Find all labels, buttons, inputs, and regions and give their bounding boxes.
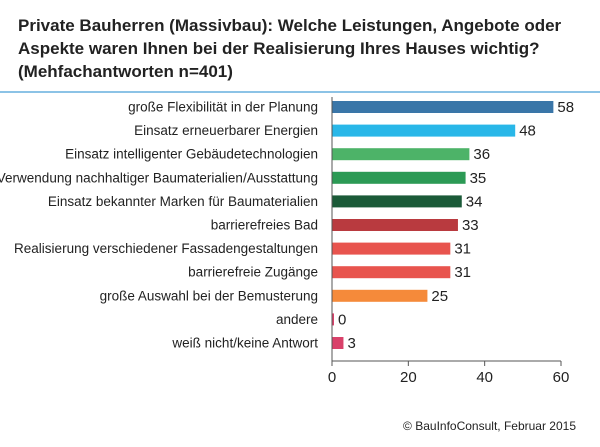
category-label: Realisierung verschiedener Fassadengesta… [14, 241, 318, 256]
bar [332, 195, 462, 208]
value-label: 31 [454, 241, 471, 258]
bar [332, 101, 554, 113]
chart-title: Private Bauherren (Massivbau): Welche Le… [18, 14, 588, 83]
bar [332, 266, 451, 279]
category-label: weiß nicht/keine Antwort [171, 336, 318, 351]
value-label: 36 [473, 146, 490, 163]
bar [332, 219, 458, 231]
bar [332, 148, 470, 161]
category-label: Einsatz bekannter Marken für Baumaterial… [48, 194, 318, 209]
bar [332, 171, 466, 184]
value-label: 25 [431, 288, 448, 305]
value-label: 48 [519, 123, 536, 140]
x-tick-label: 40 [476, 369, 493, 386]
bar [332, 289, 428, 302]
category-label: große Flexibilität in der Planung [128, 100, 318, 115]
value-label: 31 [454, 264, 471, 281]
category-label: Verwendung nachhaltiger Baumaterialien/A… [0, 170, 318, 185]
category-label: barrierefreie Zugänge [188, 265, 318, 280]
bar [332, 124, 516, 137]
value-label: 58 [557, 99, 574, 116]
copyright-footer: © BauInfoConsult, Februar 2015 [403, 419, 576, 433]
value-label: 33 [462, 217, 479, 234]
bar [332, 337, 344, 349]
value-label: 0 [338, 311, 346, 328]
category-label: Einsatz intelligenter Gebäudetechnologie… [65, 147, 318, 162]
x-tick-label: 20 [400, 369, 417, 386]
chart-title-line-2: Aspekte waren Ihnen bei der Realisierung… [18, 39, 540, 58]
bar [332, 242, 451, 255]
x-tick-label: 60 [553, 369, 570, 386]
category-label: große Auswahl bei der Bemusterung [100, 288, 318, 303]
value-label: 34 [466, 193, 483, 210]
bar [332, 313, 334, 326]
x-tick-label: 0 [328, 369, 336, 386]
category-label: andere [276, 312, 318, 327]
value-label: 35 [470, 170, 487, 187]
category-label: Einsatz erneuerbarer Energien [134, 123, 318, 138]
title-divider [0, 91, 600, 93]
category-label: barrierefreies Bad [211, 218, 318, 233]
chart-title-line-3: (Mehfachantworten n=401) [18, 62, 233, 81]
value-label: 3 [347, 335, 355, 352]
chart-title-line-1: Private Bauherren (Massivbau): Welche Le… [18, 16, 562, 35]
